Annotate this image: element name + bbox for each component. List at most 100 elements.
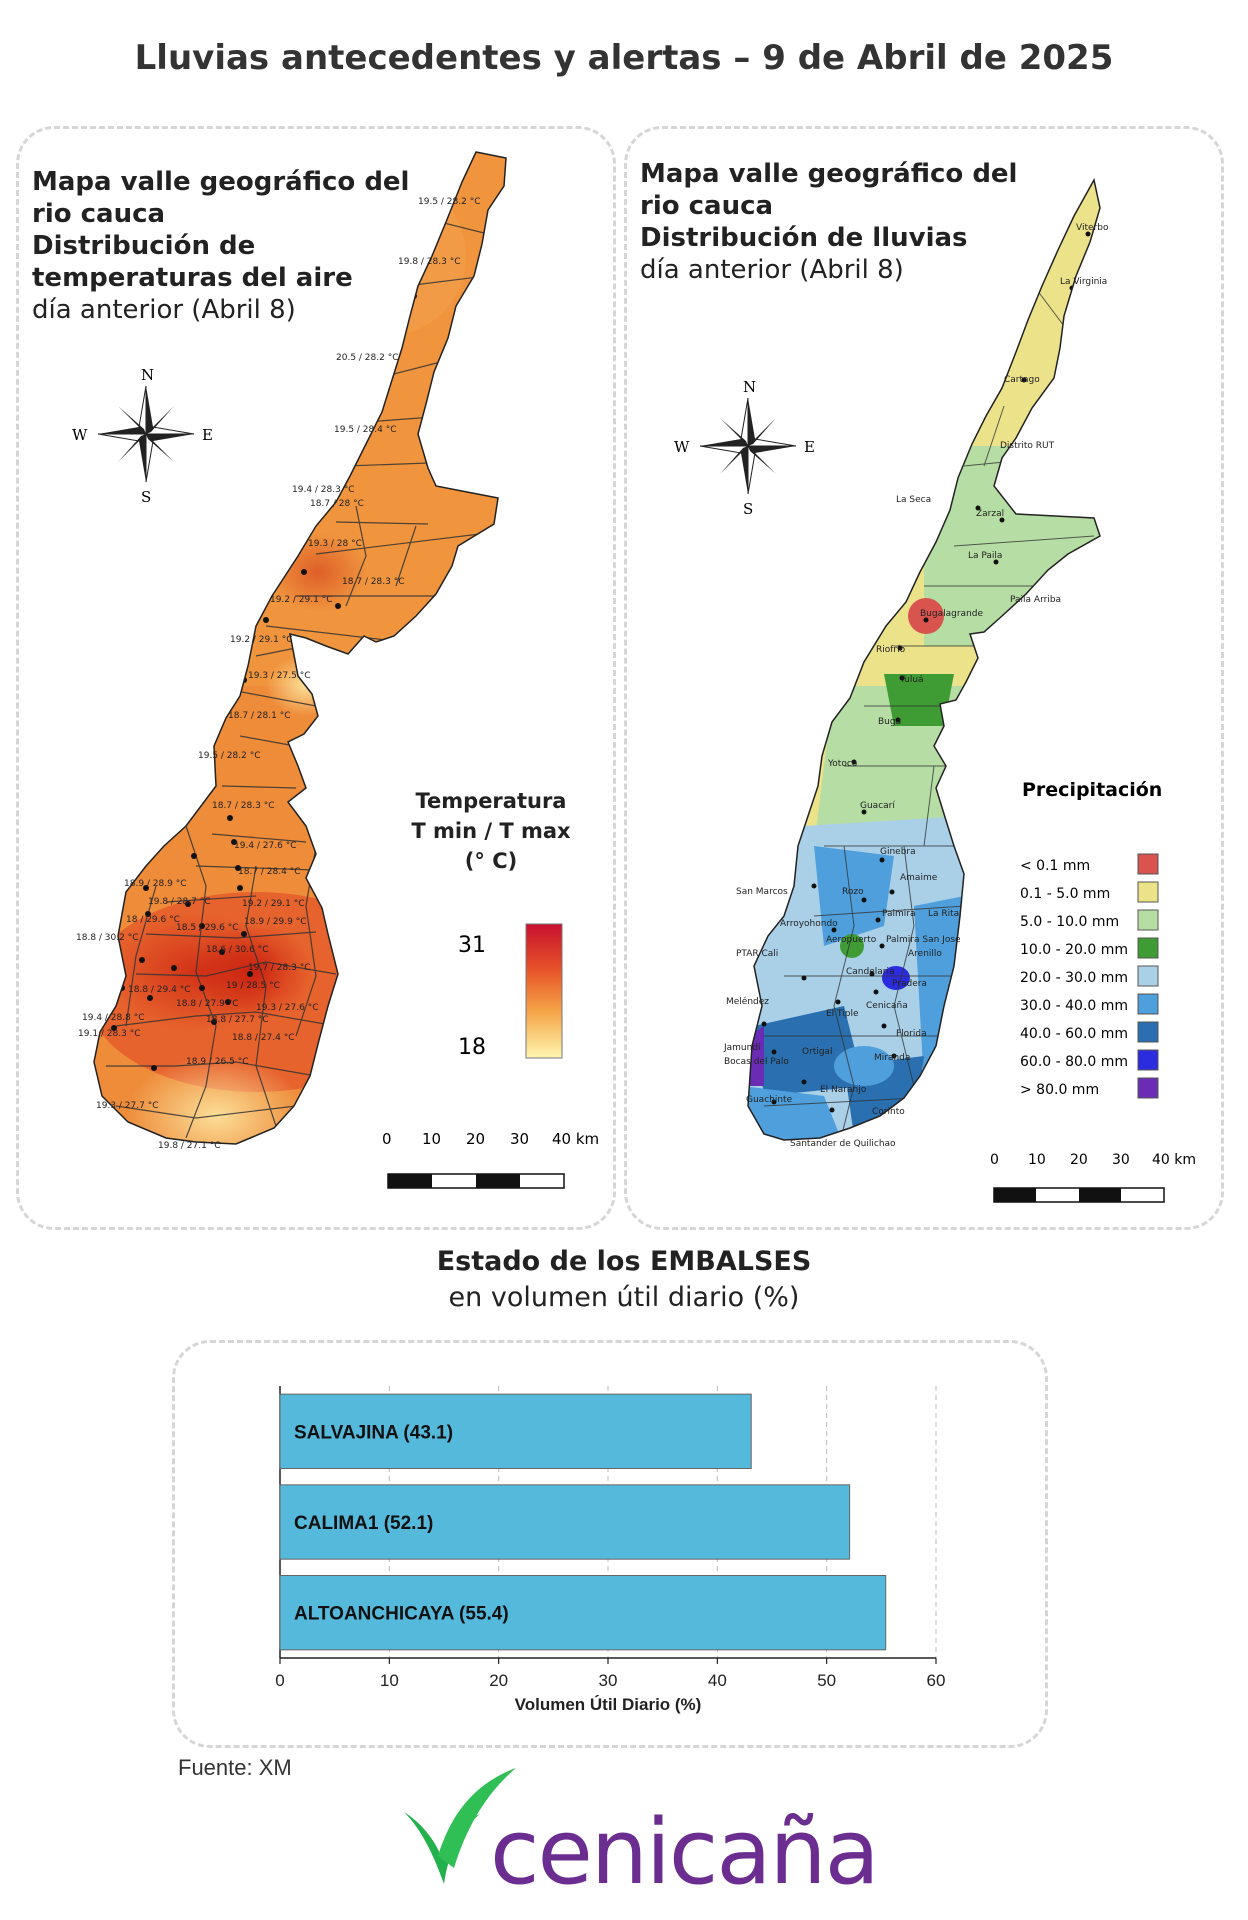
rain-station-22: Aeropuerto (826, 935, 877, 945)
rain-legend-item-8: 60.0 - 80.0 mm (1020, 1049, 1159, 1071)
rain-station-26: Candelaria (846, 967, 895, 977)
temp-station-30: 19.4 / 28.8 °C (82, 1013, 144, 1023)
rainfall-legend: < 0.1 mm 0.1 - 5.0 mm 5.0 - 10.0 mm 10.0… (1020, 853, 1159, 1099)
reservoirs-chart-panel (172, 1340, 1048, 1748)
temp-station-19: 19.2 / 29.1 °C (242, 899, 304, 909)
rain-station-24: Arenillo (908, 949, 942, 959)
temp-station-17: 18.7 / 28.4 °C (238, 867, 300, 877)
rainfall-map-panel (624, 126, 1224, 1230)
temperature-compass-w: W (72, 426, 88, 444)
temp-station-32: 19.1 / 28.3 °C (78, 1029, 140, 1039)
source-note: Fuente: XM (178, 1755, 292, 1780)
temperature-title-line1: Mapa valle geográfico del (32, 167, 410, 197)
temp-station-14: 18.7 / 28.3 °C (212, 801, 274, 811)
rain-station-23: Palmira San Jose (886, 935, 961, 945)
rainfall-title-line3: Distribución de lluvias (640, 223, 968, 253)
reservoirs-title: Estado de los EMBALSES (436, 1246, 812, 1277)
rain-station-2: La Virginia (1060, 277, 1107, 287)
svg-text:30.0 - 40.0 mm: 30.0 - 40.0 mm (1020, 998, 1128, 1014)
temp-station-36: 19.8 / 27.1 °C (158, 1141, 220, 1151)
temp-station-22: 18.8 / 30.2 °C (76, 933, 138, 943)
temperature-legend-title-1: Temperatura (415, 789, 567, 813)
rainfall-map: N S E W (674, 177, 1196, 1203)
temperature-map-title: Mapa valle geográfico del rio cauca Dist… (32, 166, 412, 326)
temp-station-11: 19.3 / 27.5 °C (248, 671, 310, 681)
temperature-map: N S E W (72, 151, 599, 1189)
temperature-legend-title: Temperatura T min / T max (° C) (406, 786, 576, 876)
rain-station-11: Tuluá (899, 675, 924, 685)
svg-text:< 0.1 mm: < 0.1 mm (1020, 858, 1090, 874)
temp-station-12: 18.7 / 28.1 °C (228, 711, 290, 721)
temp-station-25: 19.7 / 28.3 °C (248, 963, 310, 973)
rain-station-3: Cartago (1004, 375, 1040, 385)
rain-station-30: Cenicaña (866, 1001, 908, 1011)
svg-text:20.0 - 30.0 mm: 20.0 - 30.0 mm (1020, 970, 1128, 986)
rain-station-10: Riofrío (876, 645, 906, 655)
rain-station-32: Jamundí (723, 1043, 761, 1053)
rain-station-8: Paila Arriba (1010, 595, 1061, 605)
temp-station-2: 19.8 / 28.3 °C (398, 257, 460, 267)
rain-station-38: Corinto (872, 1107, 905, 1117)
svg-text:10: 10 (422, 1130, 441, 1148)
svg-text:10: 10 (1028, 1152, 1046, 1168)
temp-station-1: 19.5 / 28.2 °C (418, 197, 480, 207)
svg-text:30: 30 (1112, 1152, 1130, 1168)
svg-text:30: 30 (510, 1130, 529, 1148)
temperature-compass-icon: N S E W (72, 366, 213, 506)
temperature-station-labels: 19.5 / 28.2 °C 19.8 / 28.3 °C 20.5 / 28.… (76, 197, 480, 1151)
bar (279, 1393, 752, 1470)
rain-station-6: Zarzal (976, 509, 1004, 519)
rain-station-31: Florida (896, 1029, 927, 1039)
cenicana-logo-text: cenicaña (490, 1800, 880, 1905)
rain-station-18: Rozo (842, 887, 864, 897)
temperature-legend-max: 31 (458, 933, 486, 958)
temp-station-9: 19.2 / 29.1 °C (270, 595, 332, 605)
rain-station-9: Bugalagrande (920, 609, 983, 619)
temperature-legend-title-2: T min / T max (411, 819, 571, 843)
temperature-legend-min: 18 (458, 1035, 486, 1060)
temperature-legend-title-3: (° C) (464, 849, 518, 873)
temperature-scale-bar: 0 10 20 30 40 km (382, 1130, 599, 1189)
svg-text:60.0 - 80.0 mm: 60.0 - 80.0 mm (1020, 1054, 1128, 1070)
bar-label: SALVAJINA (43.1) (294, 1422, 453, 1443)
temperature-compass-e: E (202, 426, 213, 444)
rain-station-29: El Tiple (826, 1009, 859, 1019)
temp-station-16: 18.9 / 28.9 °C (124, 879, 186, 889)
svg-text:0: 0 (990, 1152, 999, 1168)
temp-station-3: 20.5 / 28.2 °C (336, 353, 398, 363)
svg-text:20: 20 (1070, 1152, 1088, 1168)
rainfall-title-line2: rio cauca (640, 191, 774, 221)
temp-station-5: 19.4 / 28.3 °C (292, 485, 354, 495)
temperature-map-panel (16, 126, 616, 1230)
svg-text:40 km: 40 km (552, 1130, 599, 1148)
bar (279, 1484, 851, 1560)
temp-station-33: 18.8 / 27.4 °C (232, 1033, 294, 1043)
svg-text:40.0 - 60.0 mm: 40.0 - 60.0 mm (1020, 1026, 1128, 1042)
reservoirs-bar-chart: 0 10 20 30 40 50 60 SALVAJINA (43.1) CALIMA1 (52… (275, 1386, 946, 1714)
rainfall-scale-bar: 0 10 20 30 40 km (990, 1152, 1196, 1203)
x-tick-label: 60 (927, 1671, 946, 1690)
svg-text:20: 20 (466, 1130, 485, 1148)
rainfall-compass-n: N (743, 378, 756, 396)
temp-station-15: 19.4 / 27.6 °C (234, 841, 296, 851)
rainfall-map-title: Mapa valle geográfico del rio cauca Dist… (640, 158, 1020, 286)
rain-station-17: San Marcos (736, 887, 788, 897)
temp-station-10: 19.2 / 29.1 °C (230, 635, 292, 645)
temp-station-13: 19.5 / 28.2 °C (198, 751, 260, 761)
temp-station-28: 18.8 / 27.9 °C (176, 999, 238, 1009)
temp-station-18: 19.8 / 28.7 °C (148, 897, 210, 907)
temperature-compass-n: N (141, 366, 154, 384)
svg-text:> 80.0 mm: > 80.0 mm (1020, 1082, 1099, 1098)
rainfall-compass-e: E (804, 438, 815, 456)
temperature-compass-s: S (141, 488, 151, 506)
rain-legend-item-1: < 0.1 mm (1020, 853, 1159, 875)
temp-station-35: 19.3 / 27.7 °C (96, 1101, 158, 1111)
reservoirs-subtitle: en volumen útil diario (%) (448, 1282, 800, 1313)
temp-station-24: 18.6 / 30.6 °C (206, 945, 268, 955)
svg-text:5.0 - 10.0 mm: 5.0 - 10.0 mm (1020, 914, 1119, 930)
page-title: Lluvias antecedentes y alertas – 9 de Ab… (134, 38, 1114, 78)
svg-text:10.0 - 20.0 mm: 10.0 - 20.0 mm (1020, 942, 1128, 958)
temp-station-34: 18.9 / 26.5 °C (186, 1057, 248, 1067)
rainfall-legend-title: Precipitación (1022, 779, 1162, 801)
rain-station-21: Arroyohondo (780, 919, 838, 929)
